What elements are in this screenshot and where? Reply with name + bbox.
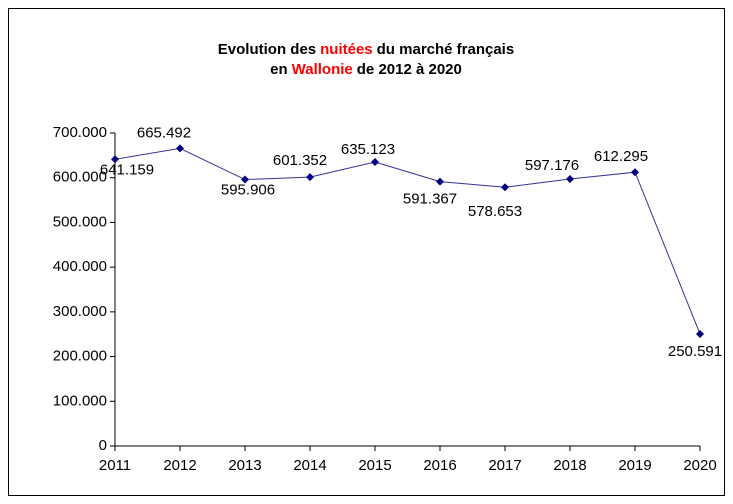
title-segment: Wallonie xyxy=(292,61,353,78)
data-point xyxy=(436,177,444,186)
y-tick-label: 0 xyxy=(99,437,107,454)
y-tick-label: 600.000 xyxy=(53,169,107,186)
data-label: 635.123 xyxy=(341,141,395,158)
chart-frame xyxy=(8,8,725,496)
data-point xyxy=(306,173,314,182)
title-segment: de 2012 à 2020 xyxy=(357,61,462,78)
title-segment: du marché français xyxy=(377,41,515,58)
data-point xyxy=(631,168,639,177)
title-segment: en xyxy=(270,61,288,78)
data-label: 591.367 xyxy=(403,191,457,208)
data-point xyxy=(176,144,184,153)
data-label: 601.352 xyxy=(273,152,327,169)
x-tick-label: 2019 xyxy=(618,457,651,474)
data-point xyxy=(241,175,249,184)
x-tick-label: 2015 xyxy=(358,457,391,474)
y-tick-label: 200.000 xyxy=(53,348,107,365)
x-tick-label: 2018 xyxy=(553,457,586,474)
chart-title: Evolution des nuitées du marché français xyxy=(218,41,514,58)
x-tick-label: 2013 xyxy=(228,457,261,474)
data-label: 250.591 xyxy=(668,343,722,360)
data-label: 641.159 xyxy=(100,161,154,178)
x-tick-label: 2011 xyxy=(99,457,131,474)
data-label: 612.295 xyxy=(594,148,648,165)
title-segment: Evolution des xyxy=(218,41,316,58)
title-segment: nuitées xyxy=(320,41,373,58)
data-point xyxy=(371,158,379,167)
x-tick-label: 2016 xyxy=(423,457,456,474)
y-tick-label: 300.000 xyxy=(53,303,107,320)
y-tick-label: 700.000 xyxy=(53,124,107,141)
data-label: 665.492 xyxy=(137,124,191,141)
x-tick-label: 2014 xyxy=(293,457,326,474)
x-tick-label: 2012 xyxy=(163,457,196,474)
y-tick-label: 100.000 xyxy=(53,392,107,409)
data-label: 597.176 xyxy=(525,157,579,174)
data-label: 578.653 xyxy=(468,203,522,220)
data-point xyxy=(501,183,509,192)
data-label: 595.906 xyxy=(221,182,275,199)
series-line xyxy=(114,147,701,335)
chart-title: en Wallonie de 2012 à 2020 xyxy=(270,61,462,78)
data-point xyxy=(566,174,574,183)
x-tick-label: 2017 xyxy=(488,457,521,474)
y-tick-label: 400.000 xyxy=(53,258,107,275)
y-tick-label: 500.000 xyxy=(53,213,107,230)
data-point xyxy=(696,329,704,338)
data-point xyxy=(111,155,119,164)
x-tick-label: 2020 xyxy=(683,457,716,474)
